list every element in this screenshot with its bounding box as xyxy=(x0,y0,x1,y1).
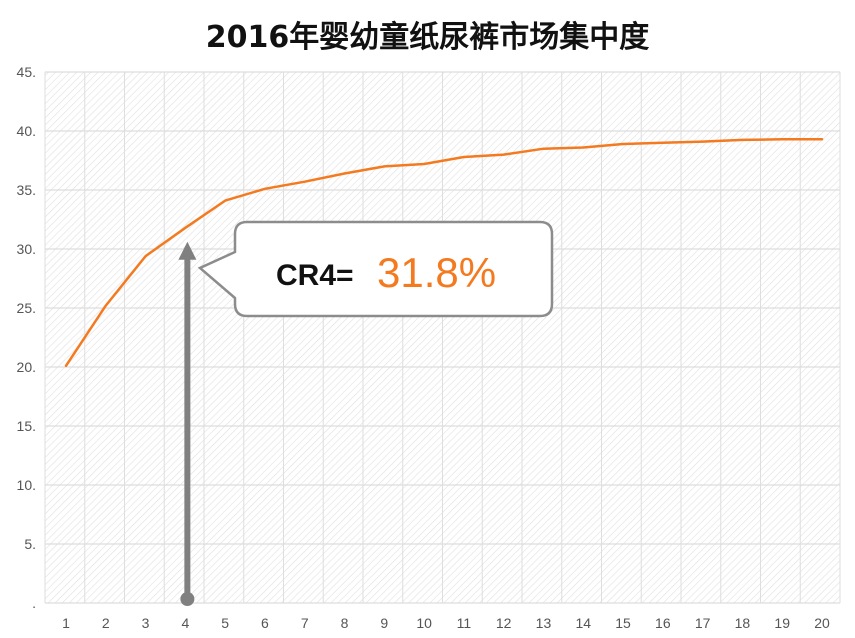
x-tick-label: 4 xyxy=(181,615,189,631)
y-tick-label: 40. xyxy=(17,123,36,139)
x-tick-label: 12 xyxy=(496,615,512,631)
y-tick-label: 35. xyxy=(17,182,36,198)
data-point xyxy=(343,172,346,175)
y-tick-label: 15. xyxy=(17,418,36,434)
x-tick-label: 9 xyxy=(380,615,388,631)
x-tick-label: 2 xyxy=(102,615,110,631)
data-point xyxy=(701,140,704,143)
data-point xyxy=(144,255,147,258)
x-tick-label: 19 xyxy=(774,615,790,631)
chart-title: 2016年婴幼童纸尿裤市场集中度 xyxy=(205,20,650,55)
x-tick-label: 20 xyxy=(814,615,830,631)
data-point xyxy=(661,141,664,144)
series-line xyxy=(64,138,824,368)
x-tick-label: 16 xyxy=(655,615,671,631)
data-point xyxy=(821,138,824,141)
x-tick-label: 8 xyxy=(341,615,349,631)
data-point xyxy=(462,155,465,158)
annotation-arrow-base xyxy=(180,592,195,606)
data-point xyxy=(263,187,266,190)
data-point xyxy=(104,304,107,307)
data-point xyxy=(303,180,306,183)
x-tick-label: 14 xyxy=(575,615,591,631)
data-point xyxy=(65,364,68,367)
y-tick-label: 5. xyxy=(24,536,36,552)
data-point xyxy=(184,226,187,229)
y-tick-label: 30. xyxy=(17,241,36,257)
x-tick-label: 13 xyxy=(536,615,552,631)
data-point xyxy=(423,163,426,166)
x-tick-label: 15 xyxy=(615,615,631,631)
y-tick-label: 10. xyxy=(17,477,36,493)
y-tick-label: . xyxy=(32,595,36,611)
x-tick-label: 18 xyxy=(735,615,751,631)
x-tick-label: 7 xyxy=(301,615,309,631)
y-tick-label: 25. xyxy=(17,300,36,316)
y-tick-label: 20. xyxy=(17,359,36,375)
data-point xyxy=(781,138,784,141)
data-point xyxy=(383,165,386,168)
data-point xyxy=(582,146,585,149)
callout-value: 31.8% xyxy=(377,249,496,296)
x-tick-label: 10 xyxy=(416,615,432,631)
annotation-arrow-head xyxy=(178,241,197,260)
x-tick-label: 1 xyxy=(62,615,70,631)
y-tick-label: 45. xyxy=(17,64,36,80)
data-point xyxy=(741,138,744,141)
callout: CR4= 31.8% xyxy=(197,220,554,318)
data-point xyxy=(502,153,505,156)
callout-box xyxy=(197,220,554,318)
x-tick-label: 5 xyxy=(221,615,229,631)
x-tick-label: 3 xyxy=(142,615,150,631)
callout-label: CR4= xyxy=(276,259,354,292)
data-point xyxy=(542,147,545,150)
x-tick-label: 6 xyxy=(261,615,269,631)
x-tick-label: 11 xyxy=(457,615,472,631)
data-point xyxy=(224,199,227,202)
data-point xyxy=(622,142,625,145)
x-tick-label: 17 xyxy=(695,615,711,631)
